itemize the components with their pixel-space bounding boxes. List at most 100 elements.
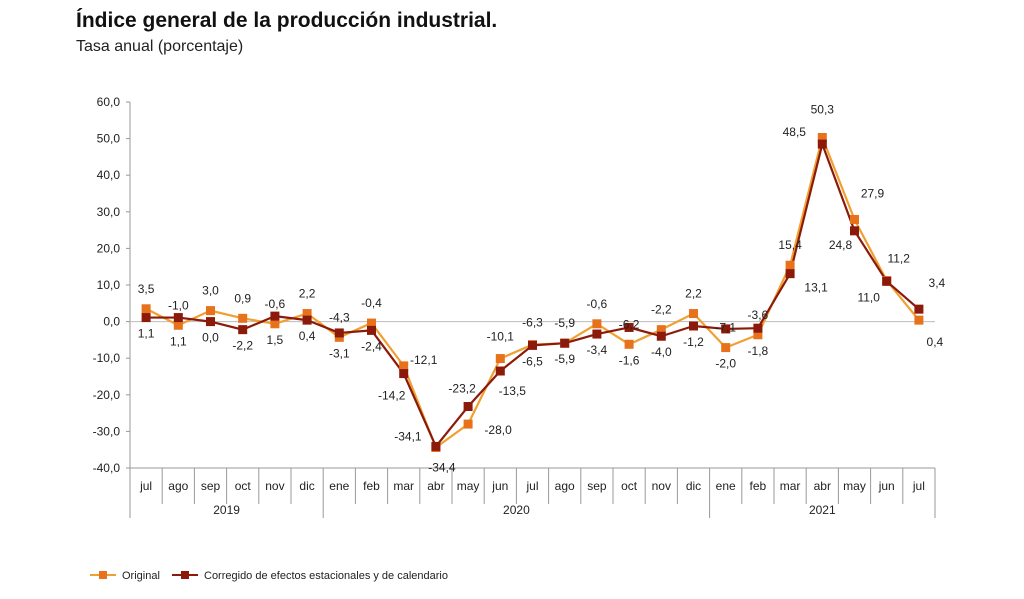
y-tick-label: -10,0 xyxy=(93,351,121,365)
data-point-corregido xyxy=(399,369,409,379)
y-tick-label: 10,0 xyxy=(97,278,121,292)
y-tick-label: -30,0 xyxy=(93,424,121,438)
year-label: 2021 xyxy=(809,503,836,517)
data-point-corregido xyxy=(785,269,795,279)
data-point-original xyxy=(785,260,795,270)
data-label-original: -12,1 xyxy=(410,353,438,367)
data-label-corregido: 24,8 xyxy=(829,238,853,252)
data-label-original: 3,0 xyxy=(202,284,219,298)
y-tick-label: 50,0 xyxy=(97,132,121,146)
x-tick-label: ene xyxy=(716,479,736,493)
data-label-corregido: -6,5 xyxy=(522,354,543,368)
legend-label: Original xyxy=(122,570,160,582)
data-point-corregido xyxy=(721,324,731,334)
data-label-corregido: 0,4 xyxy=(299,329,316,343)
x-tick-label: abr xyxy=(814,479,831,493)
x-tick-label: jul xyxy=(139,479,152,493)
x-tick-label: oct xyxy=(235,479,252,493)
y-tick-label: -20,0 xyxy=(93,388,121,402)
x-tick-label: oct xyxy=(621,479,638,493)
data-label-corregido: -34,1 xyxy=(394,429,422,443)
data-point-original xyxy=(173,320,183,330)
legend-marker xyxy=(181,571,189,579)
data-label-corregido: -5,9 xyxy=(554,352,575,366)
x-tick-label: nov xyxy=(265,479,284,493)
x-tick-label: feb xyxy=(363,479,380,493)
data-label-corregido: -2,4 xyxy=(361,339,382,353)
data-point-original xyxy=(850,214,859,224)
data-label-original: -6,2 xyxy=(619,317,640,331)
y-tick-label: 30,0 xyxy=(97,205,121,219)
x-tick-label: may xyxy=(843,479,866,493)
data-label-corregido: -14,2 xyxy=(378,389,406,403)
data-point-corregido xyxy=(270,311,280,321)
data-label-original: 3,5 xyxy=(138,282,155,296)
data-label-corregido: -3,4 xyxy=(587,343,608,357)
data-label-corregido: 1,1 xyxy=(138,327,155,341)
data-label-corregido: 11,0 xyxy=(857,290,880,304)
data-point-corregido xyxy=(141,313,151,323)
x-tick-label: dic xyxy=(299,479,314,493)
data-label-original: -0,6 xyxy=(265,297,286,311)
data-point-original xyxy=(689,309,698,319)
data-point-original xyxy=(206,306,215,316)
data-label-original: -0,4 xyxy=(361,296,382,310)
data-point-original xyxy=(238,313,248,323)
data-label-corregido: -1,6 xyxy=(619,353,640,367)
x-tick-label: jun xyxy=(878,479,895,493)
y-tick-label: 20,0 xyxy=(97,241,121,255)
data-label-original: -10,1 xyxy=(487,330,515,344)
data-label-corregido: 13,1 xyxy=(804,281,828,295)
data-point-original xyxy=(656,325,666,335)
data-label-corregido: 0,0 xyxy=(202,331,219,345)
data-label-corregido: -2,0 xyxy=(715,357,736,371)
data-label-original: -34,4 xyxy=(428,461,456,475)
x-tick-label: mar xyxy=(393,479,414,493)
data-label-original: -1,0 xyxy=(168,298,189,312)
data-point-corregido xyxy=(334,328,344,338)
year-label: 2019 xyxy=(213,503,240,517)
data-point-original xyxy=(495,354,505,364)
data-label-corregido: 1,1 xyxy=(170,334,187,348)
data-label-original: -28,0 xyxy=(484,423,512,437)
data-label-original: 11,2 xyxy=(887,252,910,266)
data-label-corregido: -13,5 xyxy=(499,384,527,398)
data-label-original: 15,4 xyxy=(778,238,802,252)
data-point-corregido xyxy=(431,441,441,451)
x-tick-label: ago xyxy=(168,479,188,493)
data-label-corregido: -4,0 xyxy=(651,345,672,359)
x-tick-label: feb xyxy=(750,479,767,493)
data-point-corregido xyxy=(624,322,634,332)
data-point-corregido xyxy=(302,315,312,325)
data-point-corregido xyxy=(495,366,505,376)
x-tick-label: ene xyxy=(329,479,349,493)
data-point-corregido xyxy=(463,402,473,412)
data-point-corregido xyxy=(689,321,698,331)
data-point-corregido xyxy=(528,340,537,350)
data-point-original xyxy=(463,419,473,429)
data-label-original: -5,9 xyxy=(554,316,575,330)
x-tick-label: jun xyxy=(491,479,508,493)
x-tick-label: jul xyxy=(912,479,925,493)
data-point-corregido xyxy=(173,313,183,323)
data-label-corregido: -23,2 xyxy=(448,382,476,396)
data-label-original: 2,2 xyxy=(299,287,316,301)
series-line-original xyxy=(145,136,920,449)
data-point-corregido xyxy=(753,323,763,333)
data-label-corregido: -2,2 xyxy=(232,339,253,353)
x-tick-label: sep xyxy=(201,479,221,493)
x-tick-label: dic xyxy=(686,479,701,493)
data-label-corregido: 1,5 xyxy=(267,333,284,347)
data-point-original xyxy=(399,361,409,371)
data-point-original xyxy=(914,315,924,325)
data-point-corregido xyxy=(656,331,666,341)
data-label-original: 0,4 xyxy=(927,335,944,349)
data-point-corregido xyxy=(367,325,376,335)
data-point-original xyxy=(367,318,376,328)
data-label-original: -6,3 xyxy=(522,316,543,330)
x-tick-label: sep xyxy=(587,479,607,493)
data-label-corregido: 3,4 xyxy=(929,276,946,290)
data-point-corregido xyxy=(592,329,602,339)
data-label-original: -0,6 xyxy=(587,297,608,311)
chart-subtitle: Tasa anual (porcentaje) xyxy=(76,38,244,55)
